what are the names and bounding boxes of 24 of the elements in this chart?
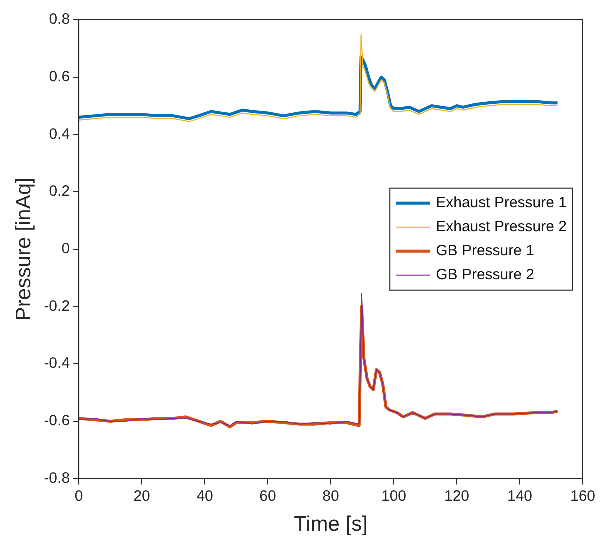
legend-label: GB Pressure 1 <box>436 242 534 260</box>
x-axis-title: Time [s] <box>294 513 368 536</box>
y-tick-label: 0 <box>62 240 70 258</box>
y-tick-label: -0.8 <box>44 470 70 487</box>
y-tick-label: 0.4 <box>49 126 70 143</box>
y-axis-title: Pressure [inAq] <box>12 178 36 322</box>
y-tick-label: 0.2 <box>49 183 70 200</box>
x-tick-label: 80 <box>322 488 340 505</box>
x-tick-label: 20 <box>134 488 150 505</box>
y-tick-label: 0.6 <box>49 68 70 86</box>
x-tick-label: 120 <box>444 488 470 505</box>
y-tick-label: -0.2 <box>44 298 70 315</box>
legend-label: Exhaust Pressure 1 <box>436 194 568 212</box>
x-tick-label: 60 <box>260 488 276 505</box>
x-tick-label: 40 <box>196 488 214 505</box>
y-tick-label: 0.8 <box>49 11 70 28</box>
x-tick-label: 160 <box>570 488 596 505</box>
legend-label: GB Pressure 2 <box>436 266 534 284</box>
y-tick-label: -0.4 <box>44 355 70 372</box>
x-tick-label: 140 <box>507 488 533 505</box>
y-tick-label: -0.6 <box>44 412 70 430</box>
legend-label: Exhaust Pressure 2 <box>436 218 568 236</box>
x-tick-label: 0 <box>74 488 84 505</box>
x-tick-label: 100 <box>382 488 407 505</box>
